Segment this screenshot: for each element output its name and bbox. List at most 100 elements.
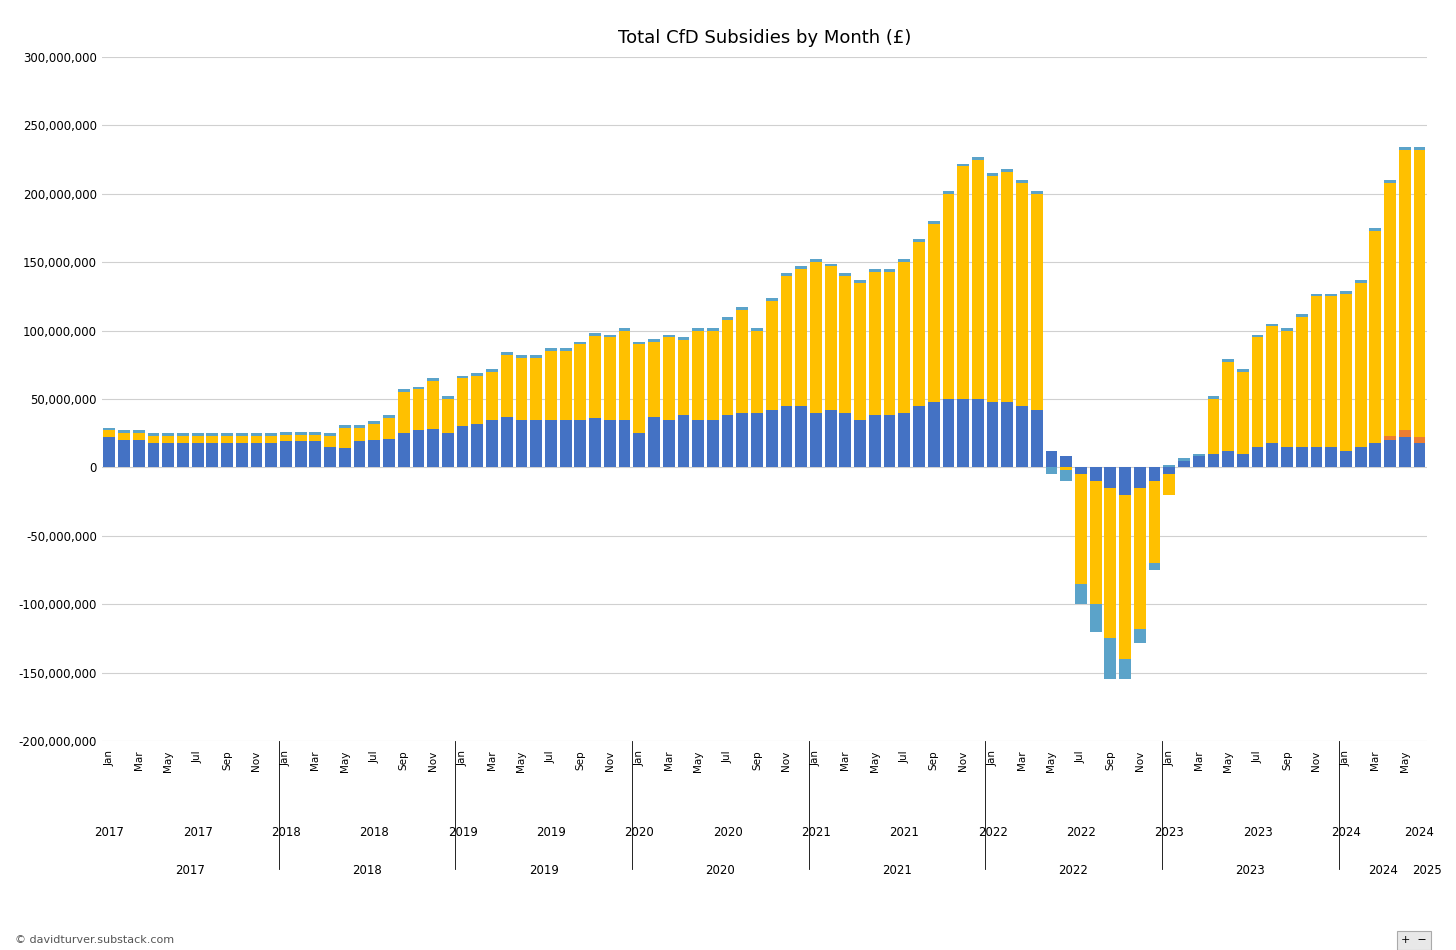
Bar: [1120, 467, 1131, 495]
Text: Sep: Sep: [575, 750, 585, 770]
Text: Sep: Sep: [929, 750, 939, 770]
Text: May: May: [1047, 750, 1057, 771]
Bar: [1016, 406, 1028, 467]
Bar: [530, 355, 542, 358]
Bar: [1385, 436, 1396, 440]
Bar: [913, 241, 925, 406]
Bar: [913, 406, 925, 467]
Bar: [192, 436, 204, 443]
Bar: [1105, 467, 1117, 488]
Bar: [855, 283, 866, 420]
Bar: [1031, 410, 1042, 467]
Bar: [515, 358, 527, 420]
Bar: [457, 378, 469, 427]
Bar: [147, 436, 159, 443]
Bar: [1252, 334, 1264, 337]
Text: 2017: 2017: [175, 864, 205, 878]
Bar: [559, 349, 572, 352]
Bar: [973, 399, 984, 467]
Bar: [412, 390, 424, 430]
Text: Nov: Nov: [428, 750, 438, 770]
Bar: [397, 433, 409, 467]
Text: 2024: 2024: [1367, 864, 1398, 878]
Bar: [383, 418, 395, 439]
Bar: [265, 433, 277, 436]
Bar: [443, 433, 454, 467]
Bar: [766, 300, 778, 410]
Text: Jul: Jul: [546, 750, 556, 763]
Bar: [545, 352, 556, 420]
Bar: [412, 430, 424, 467]
Bar: [619, 420, 630, 467]
Bar: [840, 276, 852, 412]
Text: 2018: 2018: [352, 864, 381, 878]
Text: Mar: Mar: [1194, 750, 1204, 770]
Bar: [1310, 446, 1322, 467]
Bar: [751, 412, 763, 467]
Bar: [310, 432, 322, 434]
Bar: [1016, 182, 1028, 406]
Bar: [1340, 294, 1351, 451]
Bar: [619, 331, 630, 420]
Text: May: May: [1223, 750, 1233, 771]
Bar: [692, 328, 705, 331]
Bar: [265, 436, 277, 443]
Bar: [795, 269, 807, 406]
Title: Total CfD Subsidies by Month (£): Total CfD Subsidies by Month (£): [617, 29, 911, 48]
Bar: [1105, 488, 1117, 638]
Text: Jan: Jan: [1341, 750, 1351, 767]
Text: Sep: Sep: [1105, 750, 1115, 770]
Bar: [1325, 296, 1337, 446]
Bar: [1163, 467, 1175, 474]
Bar: [692, 420, 705, 467]
Text: 2023: 2023: [1155, 826, 1184, 840]
Text: 2020: 2020: [705, 864, 735, 878]
Text: Jan: Jan: [987, 750, 997, 767]
Bar: [633, 344, 645, 433]
Bar: [383, 415, 395, 418]
Bar: [1354, 280, 1367, 283]
Text: May: May: [163, 750, 173, 771]
Bar: [884, 272, 895, 415]
Bar: [178, 433, 189, 436]
Text: Jul: Jul: [1076, 750, 1086, 763]
Bar: [619, 328, 630, 331]
Bar: [1267, 327, 1278, 443]
Bar: [1120, 659, 1131, 679]
Text: Nov: Nov: [1134, 750, 1144, 770]
Bar: [898, 259, 910, 262]
Bar: [1089, 481, 1102, 604]
Bar: [575, 344, 587, 420]
Bar: [339, 448, 351, 467]
Bar: [987, 173, 999, 176]
Text: 2022: 2022: [1059, 864, 1089, 878]
Bar: [1414, 437, 1425, 443]
Bar: [810, 412, 821, 467]
Text: Jan: Jan: [811, 750, 821, 767]
Bar: [855, 420, 866, 467]
Bar: [1414, 150, 1425, 437]
Bar: [1399, 437, 1411, 467]
Bar: [722, 317, 734, 319]
Bar: [559, 420, 572, 467]
Bar: [472, 376, 483, 424]
Bar: [221, 433, 233, 436]
Text: 2018: 2018: [360, 826, 389, 840]
Bar: [443, 399, 454, 433]
Bar: [310, 434, 322, 442]
Bar: [633, 342, 645, 344]
Bar: [590, 333, 601, 336]
Bar: [1031, 194, 1042, 410]
Bar: [236, 443, 248, 467]
Bar: [898, 412, 910, 467]
Text: 2019: 2019: [529, 864, 559, 878]
Bar: [486, 420, 498, 467]
Bar: [810, 259, 821, 262]
Bar: [545, 349, 556, 352]
Bar: [604, 337, 616, 420]
Text: May: May: [869, 750, 879, 771]
Bar: [766, 410, 778, 467]
Text: Mar: Mar: [1018, 750, 1026, 770]
Bar: [1192, 456, 1204, 467]
Text: Sep: Sep: [223, 750, 232, 770]
